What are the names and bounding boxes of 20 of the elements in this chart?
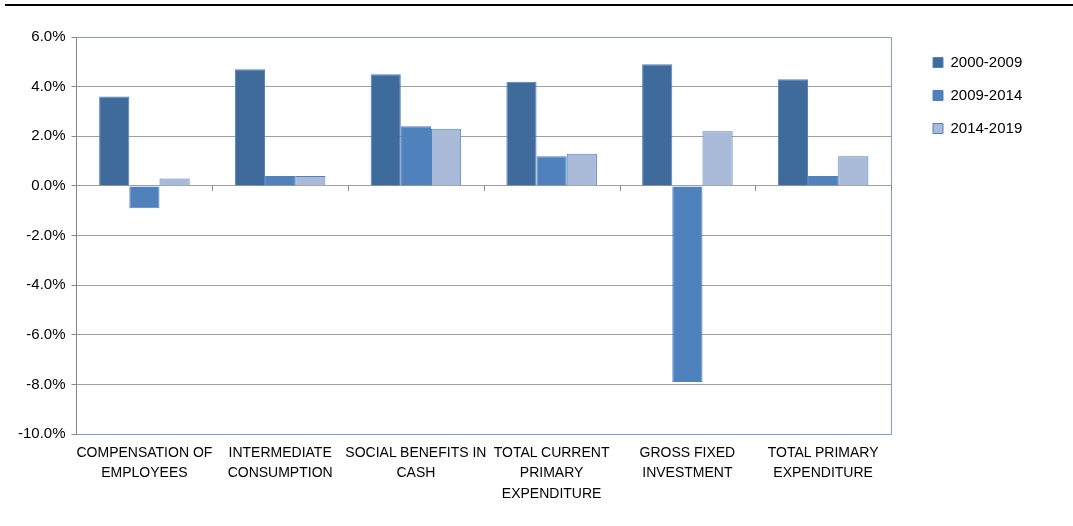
x-tick-label: TOTAL CURRENT PRIMARY EXPENDITURE <box>493 444 610 501</box>
x-tick-label: TOTAL PRIMARY EXPENDITURE <box>767 444 880 481</box>
y-tick-label: -10.0% <box>18 424 66 442</box>
legend-label: 2000-2009 <box>950 52 1023 70</box>
x-tick-label: COMPENSATION OF EMPLOYEES <box>76 444 213 481</box>
y-tick-label: 4.0% <box>31 76 66 94</box>
x-tick-label: SOCIAL BENEFITS IN CASH <box>345 444 487 481</box>
x-tick-label: INTERMEDIATE CONSUMPTION <box>227 444 333 481</box>
bar <box>672 186 703 382</box>
y-tick-label: -6.0% <box>26 324 66 342</box>
y-tick-label: -8.0% <box>26 374 66 392</box>
y-tick-label: -2.0% <box>26 225 66 243</box>
y-tick-label: -4.0% <box>26 275 66 293</box>
legend-label: 2014-2019 <box>950 118 1023 136</box>
y-tick-label: 2.0% <box>31 126 66 144</box>
y-tick-label: 6.0% <box>31 27 66 45</box>
y-tick-label: 0.0% <box>31 176 66 194</box>
legend-label: 2009-2014 <box>950 85 1023 103</box>
x-tick-label: GROSS FIXED INVESTMENT <box>639 444 736 481</box>
bar <box>129 186 160 209</box>
